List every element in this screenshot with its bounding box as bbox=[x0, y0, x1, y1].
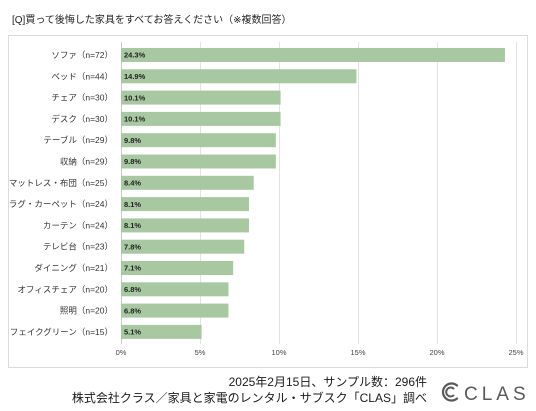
clas-logo-icon bbox=[441, 382, 459, 402]
chart-title: [Q]買って後悔した家具をすべてお答えください（※複数回答） bbox=[12, 13, 292, 26]
chart-frame bbox=[8, 35, 528, 368]
data-label: 8.4% bbox=[124, 179, 141, 188]
clas-logo: CLAS bbox=[441, 382, 530, 405]
bar bbox=[121, 303, 229, 318]
bar bbox=[121, 239, 245, 254]
gridlines bbox=[121, 42, 517, 344]
category-label: ベッド（n=44） bbox=[51, 71, 113, 81]
bar bbox=[121, 133, 276, 148]
bar bbox=[121, 324, 202, 339]
category-label: カーテン（n=24） bbox=[43, 220, 113, 230]
data-label: 5.1% bbox=[124, 328, 141, 337]
bars: ソファ（n=72） 24.3% ベッド（n=44） 14.9% チェア（n=30） 10.… bbox=[9, 48, 505, 339]
data-label: 7.8% bbox=[124, 242, 141, 251]
bar bbox=[121, 90, 281, 105]
bar bbox=[121, 111, 281, 126]
bar bbox=[121, 154, 276, 169]
category-label: チェア（n=30） bbox=[51, 93, 113, 103]
bar bbox=[121, 261, 234, 275]
data-label: 10.1% bbox=[124, 93, 146, 102]
category-label: テーブル（n=29） bbox=[43, 135, 113, 145]
logo-text: CLAS bbox=[464, 384, 530, 405]
category-label: ソファ（n=72） bbox=[51, 50, 113, 60]
data-label: 7.1% bbox=[124, 264, 141, 273]
data-label: 10.1% bbox=[124, 115, 146, 124]
category-label: ダイニング（n=21） bbox=[34, 263, 113, 273]
category-label: フェイクグリーン（n=15） bbox=[10, 327, 113, 337]
data-label: 8.1% bbox=[124, 221, 141, 230]
bar bbox=[121, 48, 505, 62]
x-tick-label: 10% bbox=[271, 348, 286, 357]
x-tick-label: 20% bbox=[429, 348, 444, 357]
footer-source: 株式会社クラス／家具と家電のレンタル・サブスク「CLAS」調べ bbox=[72, 390, 427, 405]
bar bbox=[121, 175, 254, 190]
x-axis: 0% 5% 10% 15% 20% 25% bbox=[116, 348, 524, 357]
footer-date-sample: 2025年2月15日、サンプル数：296件 bbox=[229, 374, 427, 389]
x-tick-label: 0% bbox=[116, 348, 127, 357]
category-label: マットレス・布団（n=25） bbox=[9, 178, 113, 188]
x-tick-label: 25% bbox=[508, 348, 523, 357]
bar bbox=[121, 282, 229, 297]
category-label: テレビ台（n=23） bbox=[43, 242, 113, 252]
data-label: 6.8% bbox=[124, 306, 141, 315]
data-label: 9.8% bbox=[124, 136, 141, 145]
data-label: 14.9% bbox=[124, 72, 146, 81]
category-label: 収納（n=29） bbox=[60, 157, 113, 167]
x-tick-label: 5% bbox=[195, 348, 206, 357]
category-label: デスク（n=30） bbox=[51, 114, 113, 124]
x-tick-label: 15% bbox=[350, 348, 365, 357]
bar bbox=[121, 69, 357, 84]
category-label: オフィスチェア（n=20） bbox=[18, 284, 113, 294]
data-label: 24.3% bbox=[124, 51, 146, 60]
bar bbox=[121, 197, 249, 212]
data-label: 6.8% bbox=[124, 285, 141, 294]
data-label: 8.1% bbox=[124, 200, 141, 209]
data-label: 9.8% bbox=[124, 157, 141, 166]
category-label: 照明（n=20） bbox=[60, 306, 113, 316]
category-label: ラグ・カーペット（n=24） bbox=[9, 199, 113, 209]
bar bbox=[121, 218, 249, 233]
